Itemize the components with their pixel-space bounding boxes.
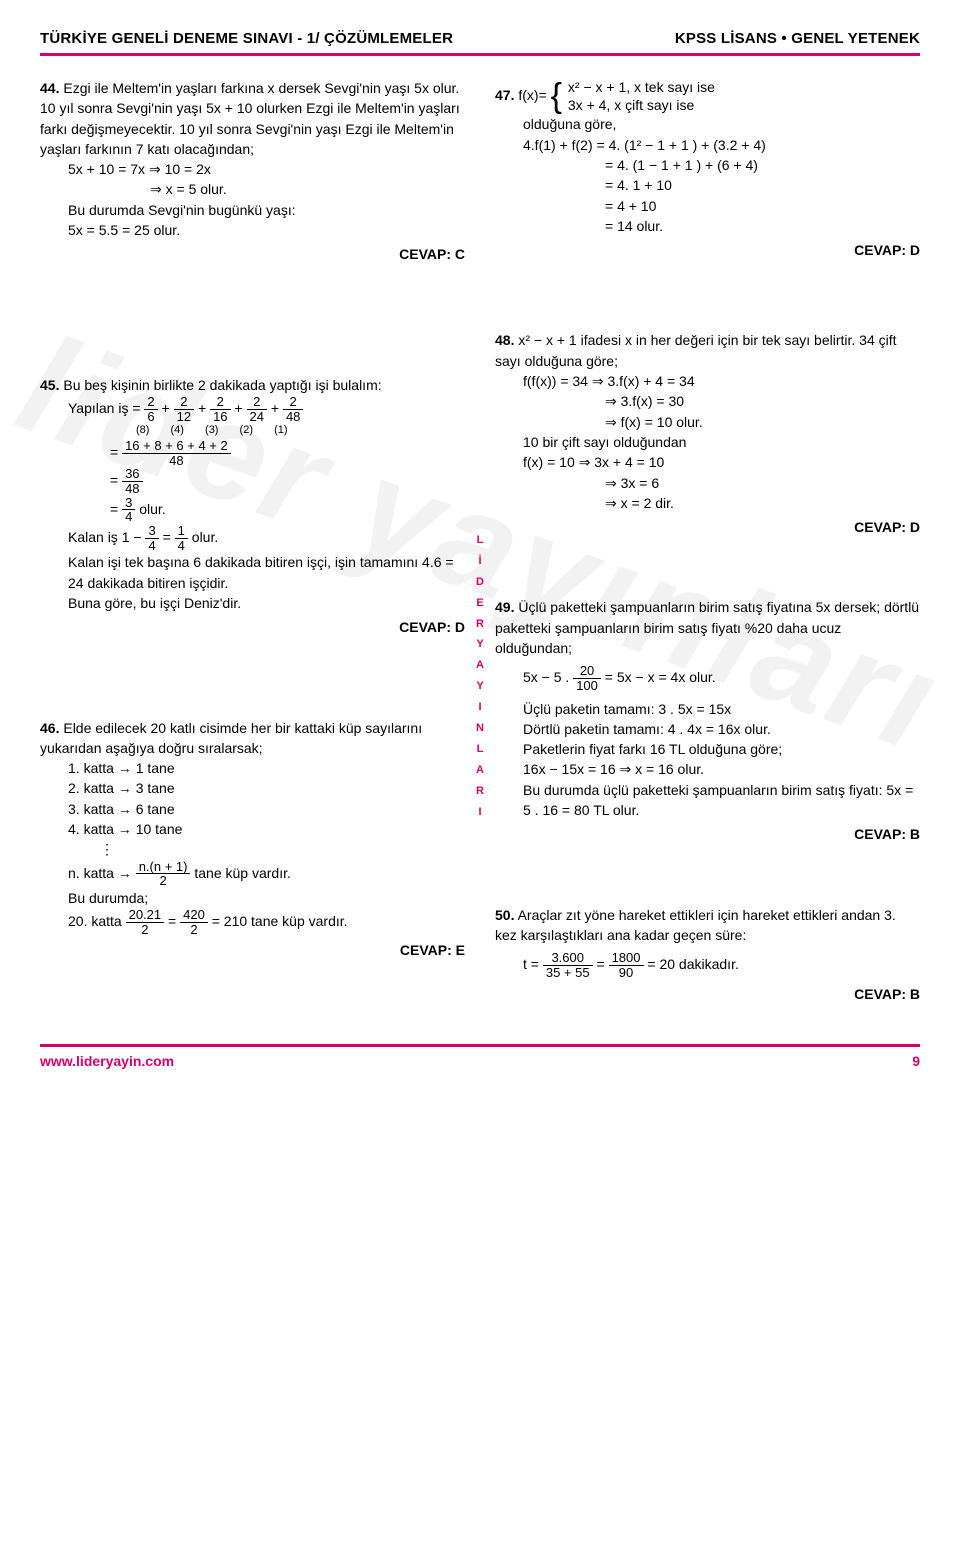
- q48-answer: CEVAP: D: [495, 517, 920, 537]
- q47-answer: CEVAP: D: [495, 240, 920, 260]
- q46-body: Elde edilecek 20 katlı cisimde her bir k…: [40, 720, 422, 756]
- q48-l2: ⇒ 3.f(x) = 30: [605, 391, 920, 411]
- q49-l1: Üçlü paketin tamamı: 3 . 5x = 15x: [523, 699, 920, 719]
- center-divider: L İ D E R Y A Y I N L A R I: [473, 530, 487, 950]
- q49-l4: 16x − 15x = 16 ⇒ x = 16 olur.: [523, 759, 920, 779]
- q45-answer: CEVAP: D: [40, 617, 465, 637]
- q49-answer: CEVAP: B: [495, 824, 920, 844]
- header-left: TÜRKİYE GENELİ DENEME SINAVI - 1/ ÇÖZÜML…: [40, 30, 453, 47]
- q46-dots: ⋮: [100, 839, 465, 859]
- q44-answer: CEVAP: C: [40, 244, 465, 264]
- question-46: 46. Elde edilecek 20 katlı cisimde her b…: [40, 718, 465, 961]
- brace-icon: {: [551, 83, 562, 110]
- question-47: 47. f(x)= { x² − x + 1, x tek sayı ise 3…: [495, 78, 920, 260]
- q45-eq2: = 16 + 8 + 6 + 4 + 248: [110, 439, 465, 467]
- q50-num: 50.: [495, 907, 514, 923]
- q48-body: x² − x + 1 ifadesi x in her değeri için …: [495, 332, 897, 368]
- footer-rule: [40, 1044, 920, 1047]
- q48-l3: ⇒ f(x) = 10 olur.: [605, 412, 920, 432]
- q45-num: 45.: [40, 377, 59, 393]
- q49-eq: 5x − 5 . 20100 = 5x − x = 4x olur.: [523, 664, 920, 692]
- q44-body: Ezgi ile Meltem'in yaşları farkına x der…: [40, 80, 460, 157]
- q47-l4: = 4 + 10: [605, 196, 920, 216]
- q45-subs: (8) (4) (3) (2) (1): [136, 423, 465, 439]
- q46-ln: n. katta → n.(n + 1)2 tane küp vardır.: [68, 860, 465, 888]
- header-rule: [40, 53, 920, 56]
- q47-l3: = 4. 1 + 10: [605, 175, 920, 195]
- q47-cases: x² − x + 1, x tek sayı ise 3x + 4, x çif…: [568, 78, 715, 114]
- right-column: 47. f(x)= { x² − x + 1, x tek sayı ise 3…: [495, 78, 920, 1004]
- q50-body: Araçlar zıt yöne hareket ettikleri için …: [495, 907, 896, 943]
- q46-answer: CEVAP: E: [40, 940, 465, 960]
- q45-kalan: Kalan iş 1 − 34 = 14 olur.: [68, 524, 465, 552]
- page-footer: www.lideryayin.com 9: [0, 1053, 960, 1087]
- q50-eq: t = 3.60035 + 55 = 180090 = 20 dakikadır…: [523, 951, 920, 979]
- left-column: 44. Ezgi ile Meltem'in yaşları farkına x…: [40, 78, 465, 1004]
- q49-body: Üçlü paketteki şampuanların birim satış …: [495, 599, 919, 656]
- question-44: 44. Ezgi ile Meltem'in yaşları farkına x…: [40, 78, 465, 265]
- q44-l3: Bu durumda Sevgi'nin bugünkü yaşı:: [68, 200, 465, 220]
- q44-l4: 5x = 5.5 = 25 olur.: [68, 220, 465, 240]
- q50-answer: CEVAP: B: [495, 984, 920, 1004]
- q47-body: olduğuna göre,: [523, 114, 920, 134]
- q45-body2: Kalan işi tek başına 6 dakikada bitiren …: [68, 552, 465, 593]
- q46-l4: 4. katta → 10 tane: [68, 819, 465, 839]
- q46-num: 46.: [40, 720, 59, 736]
- question-45: 45. Bu beş kişinin birlikte 2 dakikada y…: [40, 375, 465, 638]
- q48-body2: 10 bir çift sayı olduğundan: [523, 432, 920, 452]
- q45-yapilan: Yapılan iş: [68, 400, 128, 416]
- q49-l3: Paketlerin fiyat farkı 16 TL olduğuna gö…: [523, 739, 920, 759]
- q48-l5: ⇒ 3x = 6: [605, 473, 920, 493]
- q46-l3: 3. katta → 6 tane: [68, 799, 465, 819]
- footer-url: www.lideryayin.com: [40, 1053, 174, 1069]
- q44-num: 44.: [40, 80, 59, 96]
- question-50: 50. Araçlar zıt yöne hareket ettikleri i…: [495, 905, 920, 1004]
- q47-l2: = 4. (1 − 1 + 1 ) + (6 + 4): [605, 155, 920, 175]
- header-right: KPSS LİSANS • GENEL YETENEK: [675, 30, 920, 47]
- question-49: 49. Üçlü paketteki şampuanların birim sa…: [495, 597, 920, 844]
- q45-body: Bu beş kişinin birlikte 2 dakikada yaptı…: [63, 377, 381, 393]
- q47-l5: = 14 olur.: [605, 216, 920, 236]
- page-header: TÜRKİYE GENELİ DENEME SINAVI - 1/ ÇÖZÜML…: [40, 30, 920, 47]
- q45-eq3: = 3648: [110, 467, 465, 495]
- q48-l6: ⇒ x = 2 dir.: [605, 493, 920, 513]
- q47-fx: f(x)=: [518, 87, 546, 103]
- q48-l4: f(x) = 10 ⇒ 3x + 4 = 10: [523, 452, 920, 472]
- q45-eq1: Yapılan iş = 26 + 212 + 216 + 224 + 248: [68, 395, 465, 423]
- q48-l1: f(f(x)) = 34 ⇒ 3.f(x) + 4 = 34: [523, 371, 920, 391]
- q44-l1: 5x + 10 = 7x ⇒ 10 = 2x: [68, 159, 465, 179]
- q44-l2: ⇒ x = 5 olur.: [150, 179, 465, 199]
- q49-num: 49.: [495, 599, 514, 615]
- q46-l20: 20. katta 20.212 = 4202 = 210 tane küp v…: [68, 908, 465, 936]
- q46-bd: Bu durumda;: [68, 888, 465, 908]
- q49-l5: Bu durumda üçlü paketteki şampuanların b…: [523, 780, 920, 821]
- q47-l1: 4.f(1) + f(2) = 4. (1² − 1 + 1 ) + (3.2 …: [523, 135, 920, 155]
- q47-num: 47.: [495, 87, 514, 103]
- q46-l2: 2. katta → 3 tane: [68, 778, 465, 798]
- q45-eq4: = 34 olur.: [110, 496, 465, 524]
- q46-l1: 1. katta → 1 tane: [68, 758, 465, 778]
- question-48: 48. x² − x + 1 ifadesi x in her değeri i…: [495, 330, 920, 537]
- q49-l2: Dörtlü paketin tamamı: 4 . 4x = 16x olur…: [523, 719, 920, 739]
- q45-body3: Buna göre, bu işçi Deniz'dir.: [68, 593, 465, 613]
- q48-num: 48.: [495, 332, 514, 348]
- footer-pageno: 9: [912, 1053, 920, 1069]
